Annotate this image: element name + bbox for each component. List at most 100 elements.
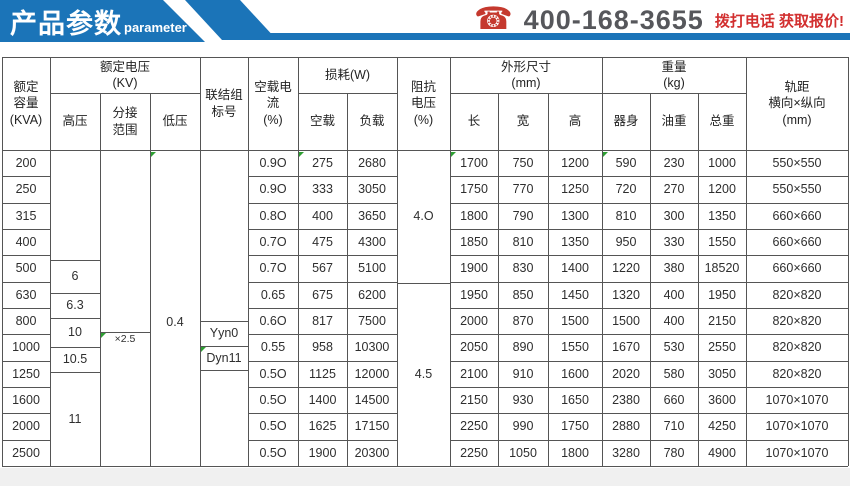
cell-height: 1800 xyxy=(561,445,589,460)
cell-length: 2000 xyxy=(460,313,488,328)
table-grid-line xyxy=(347,93,348,466)
table-grid-line xyxy=(248,229,397,230)
column-header-dim_length: 长 xyxy=(467,114,481,129)
cell-impedance: 4.5 xyxy=(414,367,433,382)
table-grid-line xyxy=(248,203,397,204)
cell-on_load: 3650 xyxy=(358,208,386,223)
table-grid-line xyxy=(248,255,397,256)
table-grid-line xyxy=(848,57,849,466)
bottom-strip xyxy=(0,468,850,486)
cell-width: 890 xyxy=(512,340,534,355)
table-grid-line xyxy=(2,361,50,362)
call-for-quote-cta[interactable]: 拨打电话 获取报价! xyxy=(714,12,844,30)
table-grid-line xyxy=(248,387,397,388)
cell-idle: 0.55 xyxy=(260,340,286,355)
cell-length: 1700 xyxy=(460,155,488,170)
cell-height: 1200 xyxy=(561,155,589,170)
cell-capacity: 500 xyxy=(15,261,37,276)
table-grid-line xyxy=(100,93,101,466)
cell-body: 1500 xyxy=(612,313,640,328)
cell-idle: 0.5O xyxy=(259,366,287,381)
table-grid-line xyxy=(450,308,848,309)
cell-body: 2880 xyxy=(612,419,640,434)
cell-body: 3280 xyxy=(612,445,640,460)
table-grid-line xyxy=(450,361,848,362)
cell-capacity: 1600 xyxy=(12,392,40,407)
table-grid-line xyxy=(2,57,3,466)
artifact-green-triangle xyxy=(101,333,106,338)
column-header-loss_group: 损耗(W) xyxy=(324,67,371,82)
cell-width: 930 xyxy=(512,392,534,407)
table-grid-line xyxy=(248,440,397,441)
phone-number[interactable]: 400-168-3655 xyxy=(523,4,704,35)
cell-oil: 710 xyxy=(663,419,685,434)
cell-on_load: 5100 xyxy=(358,261,386,276)
cell-capacity: 800 xyxy=(15,313,37,328)
cell-oil: 330 xyxy=(663,234,685,249)
column-header-weight_total: 总重 xyxy=(709,114,735,129)
cell-hv-voltage: 6 xyxy=(71,269,79,284)
cell-total: 18520 xyxy=(704,261,740,276)
table-grid-line xyxy=(2,203,50,204)
table-grid-line xyxy=(100,332,150,333)
cell-height: 1750 xyxy=(561,419,589,434)
cell-width: 870 xyxy=(512,313,534,328)
cell-idle: 0.9O xyxy=(259,155,287,170)
cell-hv-voltage: 6.3 xyxy=(66,298,84,313)
cell-gauge: 1070×1070 xyxy=(765,445,829,460)
table-grid-line xyxy=(248,57,249,466)
table-grid-line xyxy=(248,413,397,414)
cell-gauge: 660×660 xyxy=(772,234,822,249)
table-grid-line xyxy=(746,57,747,466)
cell-body: 810 xyxy=(615,208,637,223)
table-grid-line xyxy=(200,57,201,466)
cell-height: 1400 xyxy=(561,261,589,276)
table-grid-line xyxy=(248,176,397,177)
cell-idle: 0.5O xyxy=(259,392,287,407)
cell-on_load: 3050 xyxy=(358,182,386,197)
cell-capacity: 200 xyxy=(15,155,37,170)
cell-length: 1750 xyxy=(460,182,488,197)
cell-capacity: 250 xyxy=(15,182,37,197)
table-grid-line xyxy=(548,93,549,466)
table-grid-line xyxy=(650,93,651,466)
cell-idle: 0.7O xyxy=(259,261,287,276)
cell-no_load: 1625 xyxy=(308,419,337,434)
page-title: 产品参数 xyxy=(10,9,122,39)
table-grid-line xyxy=(602,57,603,466)
cell-no_load: 1900 xyxy=(308,445,337,460)
cell-length: 2050 xyxy=(460,340,488,355)
cell-oil: 530 xyxy=(663,340,685,355)
table-grid-line xyxy=(450,440,848,441)
table-grid-line xyxy=(397,57,398,466)
cell-on_load: 14500 xyxy=(354,392,390,407)
cell-gauge: 660×660 xyxy=(772,208,822,223)
table-grid-line xyxy=(2,282,50,283)
table-grid-line xyxy=(450,229,848,230)
column-header-capacity: 额定 容量 (KVA) xyxy=(9,80,43,127)
cell-on_load: 4300 xyxy=(358,234,386,249)
cell-body: 2380 xyxy=(612,392,640,407)
column-header-dim_height: 高 xyxy=(568,114,582,129)
cell-oil: 230 xyxy=(663,155,685,170)
table-grid-line xyxy=(397,283,450,284)
cell-gauge: 820×820 xyxy=(772,287,822,302)
cell-on_load: 2680 xyxy=(358,155,386,170)
cell-width: 1050 xyxy=(509,445,537,460)
artifact-green-triangle xyxy=(451,152,456,157)
column-header-tap_range: 分接 范围 xyxy=(112,106,138,137)
page-subtitle: parameter xyxy=(124,20,187,35)
table-grid-line xyxy=(450,176,848,177)
cell-length: 2100 xyxy=(460,366,488,381)
cell-gauge: 550×550 xyxy=(772,155,822,170)
cell-capacity: 1000 xyxy=(12,340,40,355)
column-header-impedance: 阻抗 电压 (%) xyxy=(410,80,436,127)
cell-gauge: 1070×1070 xyxy=(765,419,829,434)
cell-no_load: 400 xyxy=(312,208,333,223)
cell-width: 910 xyxy=(512,366,534,381)
cell-body: 2020 xyxy=(612,366,640,381)
table-grid-line xyxy=(2,413,50,414)
cell-length: 2150 xyxy=(460,392,488,407)
cell-on_load: 12000 xyxy=(354,366,390,381)
